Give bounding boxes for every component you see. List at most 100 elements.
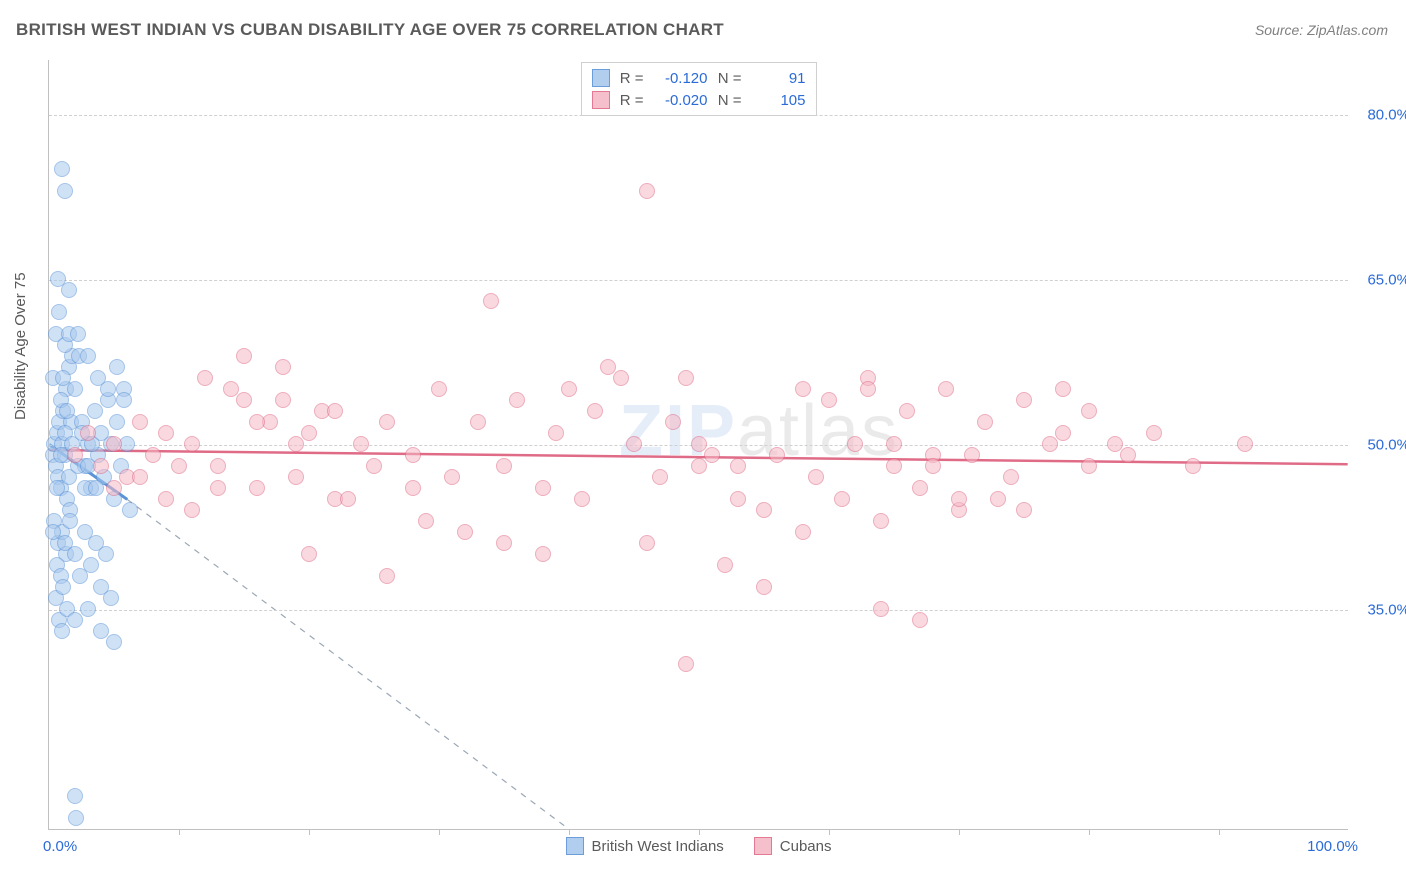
data-point [158,425,174,441]
data-point [808,469,824,485]
data-point [873,513,889,529]
data-point [795,381,811,397]
data-point [1016,502,1032,518]
data-point [613,370,629,386]
data-point [1016,392,1032,408]
x-tick [1219,829,1220,835]
data-point [574,491,590,507]
data-point [366,458,382,474]
data-point [938,381,954,397]
data-point [457,524,473,540]
data-point [327,403,343,419]
y-tick-label: 65.0% [1367,272,1406,289]
data-point [1055,425,1071,441]
legend-label: British West Indians [592,838,724,855]
data-point [275,392,291,408]
chart-title: BRITISH WEST INDIAN VS CUBAN DISABILITY … [16,20,724,40]
data-point [704,447,720,463]
stats-row: R = -0.120 N = 91 [592,67,806,89]
data-point [756,579,772,595]
stat-n-label: N = [716,70,742,87]
x-tick [439,829,440,835]
data-point [470,414,486,430]
data-point [678,656,694,672]
data-point [730,458,746,474]
data-point [639,535,655,551]
data-point [45,524,61,540]
data-point [860,381,876,397]
data-point [1120,447,1136,463]
data-point [496,535,512,551]
data-point [717,557,733,573]
data-point [106,436,122,452]
data-point [80,348,96,364]
data-point [691,436,707,452]
data-point [301,425,317,441]
data-point [990,491,1006,507]
data-point [171,458,187,474]
data-point [496,458,512,474]
data-point [116,392,132,408]
x-axis-end-label: 100.0% [1307,838,1358,855]
data-point [249,480,265,496]
data-point [236,392,252,408]
x-tick [179,829,180,835]
data-point [93,458,109,474]
data-point [62,513,78,529]
stat-n-value: 91 [750,70,806,87]
data-point [55,579,71,595]
data-point [678,370,694,386]
data-point [340,491,356,507]
gridline-horizontal [49,610,1348,611]
data-point [353,436,369,452]
data-point [925,458,941,474]
data-point [431,381,447,397]
data-point [54,161,70,177]
swatch-icon [566,837,584,855]
data-point [535,480,551,496]
data-point [236,348,252,364]
data-point [51,304,67,320]
data-point [1107,436,1123,452]
data-point [405,480,421,496]
data-point [68,810,84,826]
stat-r-label: R = [618,70,644,87]
stat-n-label: N = [716,92,742,109]
data-point [379,568,395,584]
data-point [548,425,564,441]
data-point [951,491,967,507]
y-axis-label: Disability Age Over 75 [12,272,29,420]
data-point [1081,403,1097,419]
data-point [109,414,125,430]
x-tick [569,829,570,835]
data-point [834,491,850,507]
data-point [184,502,200,518]
data-point [600,359,616,375]
stat-r-label: R = [618,92,644,109]
swatch-icon [592,91,610,109]
data-point [691,458,707,474]
data-point [67,447,83,463]
stat-n-value: 105 [750,92,806,109]
swatch-icon [754,837,772,855]
data-point [210,480,226,496]
data-point [379,414,395,430]
data-point [665,414,681,430]
data-point [57,183,73,199]
data-point [821,392,837,408]
data-point [964,447,980,463]
data-point [847,436,863,452]
swatch-icon [592,69,610,87]
data-point [59,403,75,419]
x-tick [959,829,960,835]
correlation-stats-box: R = -0.120 N = 91 R = -0.020 N = 105 [581,62,817,116]
data-point [197,370,213,386]
legend-item: British West Indians [566,837,724,855]
legend-label: Cubans [780,838,832,855]
data-point [509,392,525,408]
data-point [132,414,148,430]
data-point [912,480,928,496]
data-point [444,469,460,485]
x-tick [1089,829,1090,835]
legend-item: Cubans [754,837,832,855]
